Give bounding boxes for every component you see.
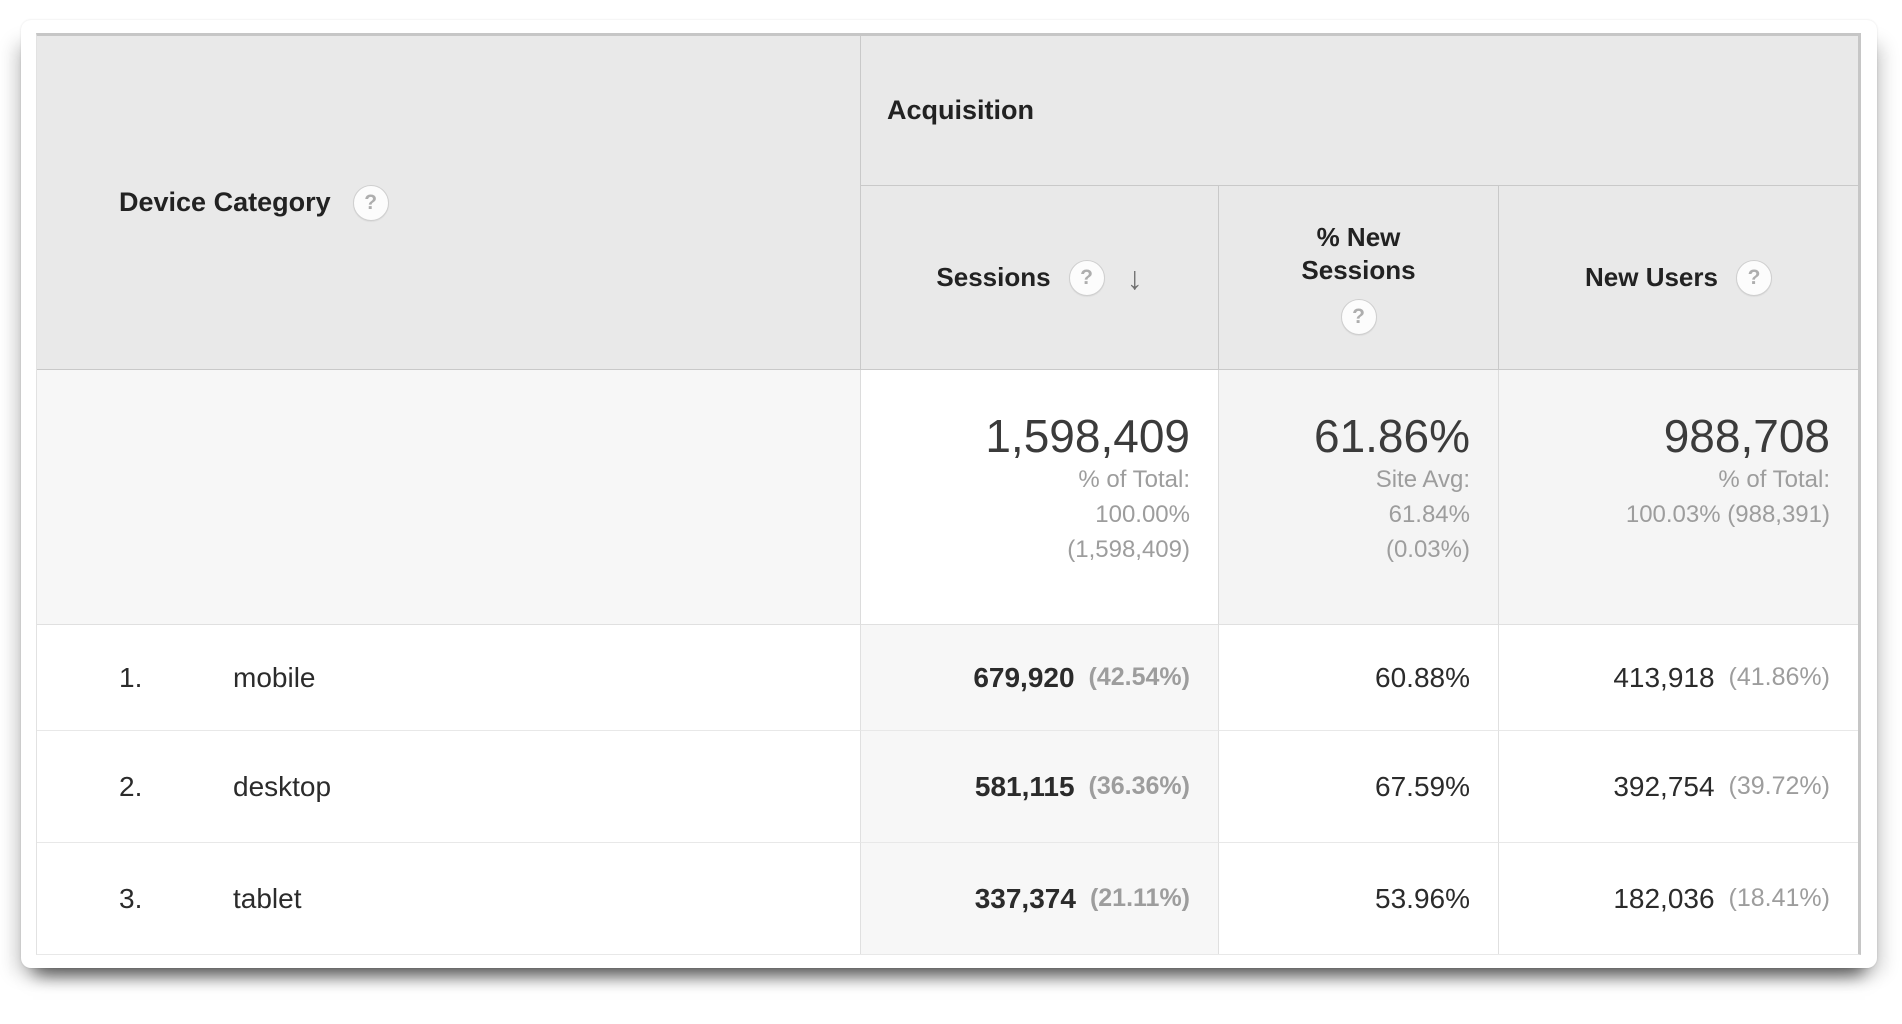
help-icon[interactable]: ? <box>352 184 389 221</box>
summary-sessions-subline2: 100.00% <box>1095 501 1190 528</box>
row-label: tablet <box>233 882 302 914</box>
new-users-value: 182,036 <box>1613 882 1715 914</box>
new-sessions-label-line1: % New <box>1316 221 1401 252</box>
table-cell-new-users: 392,754 (39.72%) <box>1499 731 1858 843</box>
row-rank: 2. <box>119 770 143 802</box>
new-users-label: New Users <box>1585 262 1718 292</box>
column-header-new-users[interactable]: New Users ? <box>1499 186 1858 370</box>
row-rank: 1. <box>119 661 143 693</box>
new-users-percent: (39.72%) <box>1728 772 1830 800</box>
sessions-percent: (36.36%) <box>1088 772 1190 800</box>
table-cell-new-sessions: 67.59% <box>1219 731 1499 843</box>
summary-new-sessions-cell: 61.86% Site Avg: 61.84% (0.03%) <box>1219 370 1499 625</box>
table-cell-sessions: 337,374 (21.11%) <box>861 843 1219 954</box>
table-row-dimension: 1. mobile <box>37 625 861 731</box>
summary-new-users-subline1: % of Total: <box>1718 466 1830 493</box>
sessions-value: 581,115 <box>974 770 1075 802</box>
summary-new-users-value: 988,708 <box>1663 410 1830 462</box>
row-label: desktop <box>233 770 332 802</box>
table-row-dimension: 3. tablet <box>37 843 861 954</box>
sessions-percent: (42.54%) <box>1088 663 1190 691</box>
new-sessions-value: 60.88% <box>1375 661 1470 693</box>
summary-sessions-cell: 1,598,409 % of Total: 100.00% (1,598,409… <box>861 370 1219 625</box>
acquisition-label: Acquisition <box>887 95 1034 125</box>
column-header-sessions[interactable]: Sessions ? ↓ <box>861 186 1219 370</box>
sessions-value: 337,374 <box>974 882 1076 914</box>
summary-new-sessions-subline3: (0.03%) <box>1385 536 1470 563</box>
table-cell-new-sessions: 60.88% <box>1219 625 1499 731</box>
summary-new-users-subline2: 100.03% (988,391) <box>1625 501 1830 528</box>
help-icon[interactable]: ? <box>1068 259 1105 296</box>
help-icon[interactable]: ? <box>1735 259 1772 296</box>
new-users-percent: (18.41%) <box>1728 884 1830 912</box>
table-cell-sessions: 679,920 (42.54%) <box>861 625 1219 731</box>
report-card: Device Category ? Acquisition Sessions ?… <box>21 20 1877 968</box>
device-category-label: Device Category <box>119 187 331 217</box>
table-cell-sessions: 581,115 (36.36%) <box>861 731 1219 843</box>
summary-new-users-cell: 988,708 % of Total: 100.03% (988,391) <box>1499 370 1858 625</box>
summary-sessions-subline3: (1,598,409) <box>1067 536 1190 563</box>
help-icon[interactable]: ? <box>1340 298 1377 335</box>
new-users-value: 392,754 <box>1613 770 1715 802</box>
row-label: mobile <box>233 661 316 693</box>
sessions-label: Sessions <box>936 262 1051 292</box>
summary-new-sessions-subline2: 61.84% <box>1388 501 1470 528</box>
sessions-value: 679,920 <box>973 661 1075 693</box>
group-header-acquisition: Acquisition <box>861 36 1858 186</box>
summary-new-sessions-value: 61.86% <box>1313 410 1470 462</box>
summary-dimension-cell <box>37 370 861 625</box>
sessions-percent: (21.11%) <box>1089 884 1190 912</box>
new-sessions-value: 53.96% <box>1375 882 1470 914</box>
analytics-data-table: Device Category ? Acquisition Sessions ?… <box>36 33 1861 955</box>
sort-descending-icon[interactable]: ↓ <box>1126 259 1143 296</box>
new-sessions-value: 67.59% <box>1375 770 1470 802</box>
table-cell-new-users: 413,918 (41.86%) <box>1499 625 1858 731</box>
new-users-value: 413,918 <box>1613 661 1715 693</box>
table-cell-new-users: 182,036 (18.41%) <box>1499 843 1858 954</box>
row-rank: 3. <box>119 882 143 914</box>
new-sessions-label-line2: Sessions <box>1301 254 1416 285</box>
column-header-new-sessions[interactable]: % New Sessions ? <box>1219 186 1499 370</box>
summary-new-sessions-subline1: Site Avg: <box>1375 466 1470 493</box>
summary-sessions-value: 1,598,409 <box>985 410 1190 462</box>
table-row-dimension: 2. desktop <box>37 731 861 843</box>
column-header-device-category[interactable]: Device Category ? <box>37 36 861 370</box>
new-users-percent: (41.86%) <box>1728 663 1830 691</box>
summary-sessions-subline1: % of Total: <box>1078 466 1190 493</box>
table-cell-new-sessions: 53.96% <box>1219 843 1499 954</box>
